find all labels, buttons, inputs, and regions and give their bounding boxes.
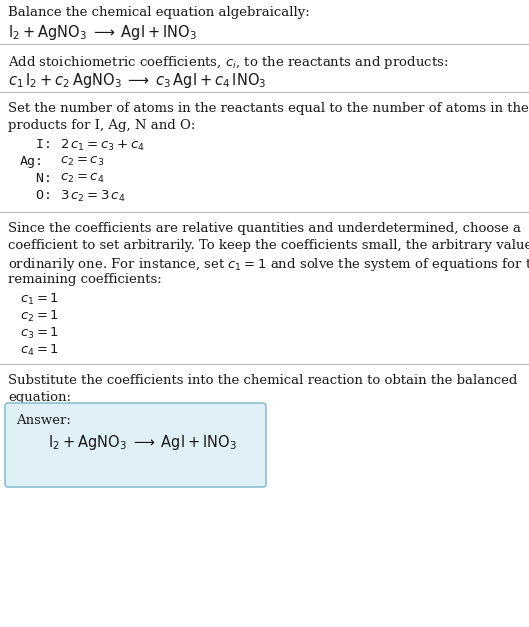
Text: Answer:: Answer: — [16, 414, 71, 427]
Text: $c_2 = c_4$: $c_2 = c_4$ — [60, 172, 104, 185]
Text: products for I, Ag, N and O:: products for I, Ag, N and O: — [8, 119, 195, 132]
Text: $c_4 = 1$: $c_4 = 1$ — [20, 343, 59, 358]
Text: $\mathrm{I_2 + AgNO_3}\;\longrightarrow\;\mathrm{AgI + INO_3}$: $\mathrm{I_2 + AgNO_3}\;\longrightarrow\… — [8, 23, 197, 42]
Text: N:: N: — [20, 172, 52, 185]
Text: I:: I: — [20, 138, 52, 151]
Text: $c_2 = 1$: $c_2 = 1$ — [20, 309, 59, 324]
Text: $c_3 = 1$: $c_3 = 1$ — [20, 326, 59, 341]
Text: $3\,c_2 = 3\,c_4$: $3\,c_2 = 3\,c_4$ — [60, 189, 125, 204]
Text: Balance the chemical equation algebraically:: Balance the chemical equation algebraica… — [8, 6, 310, 19]
Text: remaining coefficients:: remaining coefficients: — [8, 273, 162, 286]
Text: Since the coefficients are relative quantities and underdetermined, choose a: Since the coefficients are relative quan… — [8, 222, 521, 235]
Text: $\mathrm{I_2 + AgNO_3}\;\longrightarrow\;\mathrm{AgI + INO_3}$: $\mathrm{I_2 + AgNO_3}\;\longrightarrow\… — [48, 433, 237, 452]
Text: Add stoichiometric coefficients, $c_i$, to the reactants and products:: Add stoichiometric coefficients, $c_i$, … — [8, 54, 449, 71]
Text: $c_2 = c_3$: $c_2 = c_3$ — [60, 155, 104, 168]
Text: coefficient to set arbitrarily. To keep the coefficients small, the arbitrary va: coefficient to set arbitrarily. To keep … — [8, 239, 529, 252]
FancyBboxPatch shape — [5, 403, 266, 487]
Text: O:: O: — [20, 189, 52, 202]
Text: ordinarily one. For instance, set $c_1 = 1$ and solve the system of equations fo: ordinarily one. For instance, set $c_1 =… — [8, 256, 529, 273]
Text: Substitute the coefficients into the chemical reaction to obtain the balanced: Substitute the coefficients into the che… — [8, 374, 517, 387]
Text: equation:: equation: — [8, 391, 71, 404]
Text: $c_1 = 1$: $c_1 = 1$ — [20, 292, 59, 307]
Text: Set the number of atoms in the reactants equal to the number of atoms in the: Set the number of atoms in the reactants… — [8, 102, 529, 115]
Text: $c_1\,\mathrm{I_2} + c_2\,\mathrm{AgNO_3}\;\longrightarrow\;c_3\,\mathrm{AgI} + : $c_1\,\mathrm{I_2} + c_2\,\mathrm{AgNO_3… — [8, 71, 267, 90]
Text: $2\,c_1 = c_3 + c_4$: $2\,c_1 = c_3 + c_4$ — [60, 138, 145, 153]
Text: Ag:: Ag: — [20, 155, 44, 168]
